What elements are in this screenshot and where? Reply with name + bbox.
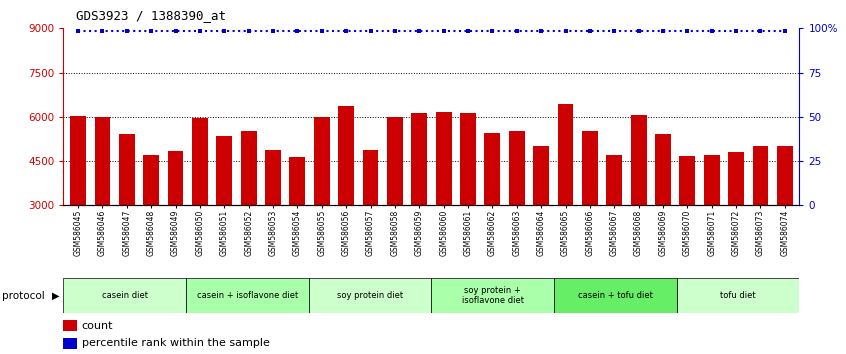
Text: percentile rank within the sample: percentile rank within the sample (82, 338, 270, 348)
Bar (143, 155, 159, 205)
Bar (777, 146, 793, 205)
Bar (186, 278, 309, 313)
Bar (314, 117, 330, 205)
Text: soy protein diet: soy protein diet (337, 291, 404, 300)
Text: casein diet: casein diet (102, 291, 148, 300)
Bar (558, 104, 574, 205)
Text: soy protein +
isoflavone diet: soy protein + isoflavone diet (462, 286, 524, 305)
Bar (631, 115, 646, 205)
Bar (460, 113, 476, 205)
Bar (533, 146, 549, 205)
Bar (63, 278, 186, 313)
Bar (217, 136, 232, 205)
Bar (679, 156, 695, 205)
Bar (338, 106, 354, 205)
Bar (265, 150, 281, 205)
Text: ▶: ▶ (52, 291, 60, 301)
Bar (119, 134, 135, 205)
Bar (168, 152, 184, 205)
Bar (63, 320, 77, 331)
Bar (387, 117, 403, 205)
Bar (70, 116, 86, 205)
Bar (192, 118, 208, 205)
Bar (309, 278, 431, 313)
Text: casein + tofu diet: casein + tofu diet (578, 291, 653, 300)
Bar (704, 155, 720, 205)
Bar (436, 112, 452, 205)
Bar (363, 150, 378, 205)
Bar (582, 131, 598, 205)
Bar (655, 134, 671, 205)
Text: GDS3923 / 1388390_at: GDS3923 / 1388390_at (76, 9, 226, 22)
Bar (485, 133, 500, 205)
Text: protocol: protocol (2, 291, 45, 301)
Bar (411, 113, 427, 205)
Bar (508, 131, 525, 205)
Bar (728, 152, 744, 205)
Bar (289, 157, 305, 205)
Bar (677, 278, 799, 313)
Text: count: count (82, 321, 113, 331)
Bar (753, 146, 768, 205)
Bar (431, 278, 554, 313)
Bar (95, 116, 110, 205)
Bar (607, 155, 622, 205)
Text: casein + isoflavone diet: casein + isoflavone diet (197, 291, 298, 300)
Bar (241, 131, 256, 205)
Bar (63, 338, 77, 349)
Bar (554, 278, 677, 313)
Text: tofu diet: tofu diet (720, 291, 756, 300)
